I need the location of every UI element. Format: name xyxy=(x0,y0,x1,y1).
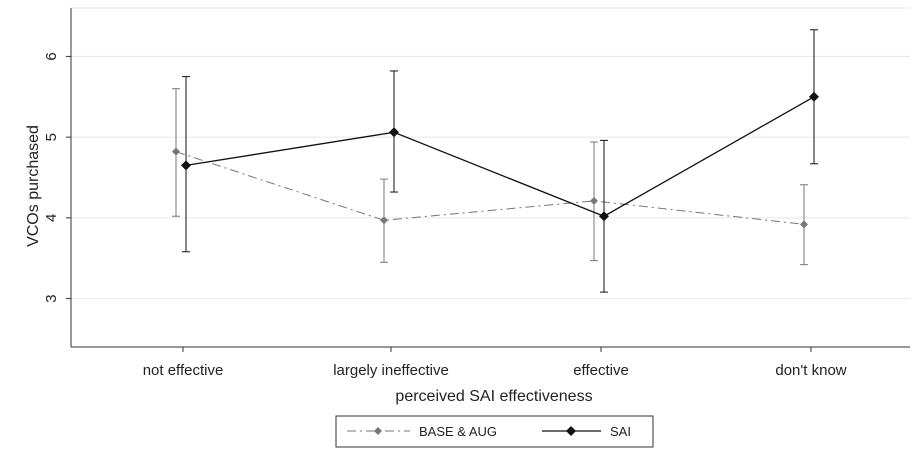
x-tick-label: not effective xyxy=(143,362,224,379)
y-tick-label: 4 xyxy=(43,214,60,222)
x-tick-label: effective xyxy=(573,362,629,379)
gridlines xyxy=(71,7,910,300)
data-point xyxy=(380,216,388,225)
series-line xyxy=(185,96,815,217)
data-point xyxy=(809,91,819,102)
legend: BASE & AUG SAI xyxy=(335,415,654,448)
legend-label-base-aug: BASE & AUG xyxy=(419,424,497,439)
legend-marker-sai xyxy=(566,426,576,436)
data-point xyxy=(389,127,399,138)
x-tick-label: don't know xyxy=(775,362,846,379)
y-tick-label: 3 xyxy=(43,294,60,302)
data-point xyxy=(172,147,180,156)
axes xyxy=(70,8,910,348)
y-tick-label: 5 xyxy=(43,133,60,141)
y-tick-label: 6 xyxy=(43,52,60,60)
x-axis-ticks: not effective largely ineffective effectiv… xyxy=(143,347,847,379)
data-point xyxy=(181,160,191,171)
series-layer xyxy=(172,29,819,293)
series-line xyxy=(175,151,805,225)
x-axis-title: perceived SAI effectiveness xyxy=(395,388,592,405)
legend-marker-base-aug xyxy=(374,427,382,435)
series-sai xyxy=(181,29,819,293)
y-axis-title: VCOs purchased xyxy=(25,125,42,247)
legend-label-sai: SAI xyxy=(610,424,631,439)
data-point xyxy=(800,220,808,229)
y-axis-ticks: 3 4 5 6 xyxy=(43,52,71,303)
data-point xyxy=(599,211,609,222)
series-base-aug xyxy=(172,88,808,266)
data-point xyxy=(590,196,598,205)
x-tick-label: largely ineffective xyxy=(333,362,449,379)
